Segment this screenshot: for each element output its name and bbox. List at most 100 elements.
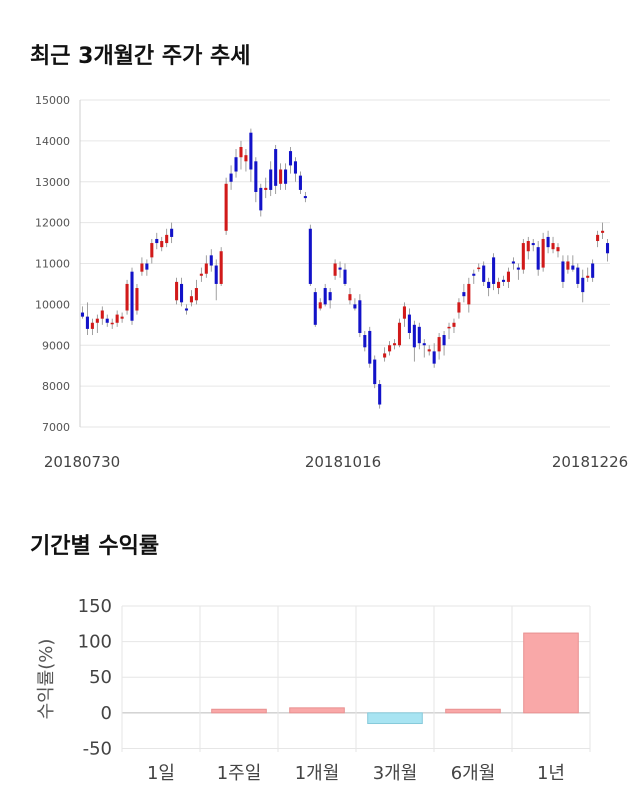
candle-body — [506, 271, 510, 282]
candle-body — [353, 304, 357, 309]
candle-body — [581, 277, 585, 293]
candle-body — [140, 263, 144, 272]
candle-body — [318, 302, 322, 309]
candle-body — [165, 234, 169, 244]
candle-body — [244, 155, 248, 162]
candle-body — [373, 359, 377, 385]
candle-body — [497, 281, 501, 289]
candle-body — [482, 265, 486, 282]
candle-body — [170, 228, 174, 237]
candle-body — [551, 243, 555, 250]
candle-body — [501, 279, 506, 282]
candle-body — [194, 288, 198, 301]
candle-y-tick-label: 11000 — [35, 258, 70, 271]
candle-body — [546, 236, 550, 248]
candle-body — [432, 351, 436, 364]
candle-body — [566, 261, 570, 270]
returns-bar — [445, 708, 501, 714]
candle-body — [521, 243, 525, 270]
candle-body — [348, 294, 352, 301]
candle-body — [412, 324, 416, 348]
candle-body — [378, 384, 382, 405]
candle-body — [492, 257, 496, 284]
candle-body — [338, 267, 342, 270]
candle-body — [269, 169, 273, 190]
candle-body — [303, 196, 307, 199]
candle-body — [115, 314, 119, 323]
candle-body — [323, 288, 327, 305]
candle-body — [407, 314, 411, 333]
price-trend-chart: 7000 8000 9000 10000 11000 12000 13000 14000 150… — [35, 94, 628, 471]
candle-body — [209, 255, 213, 266]
candle-body — [219, 251, 223, 284]
candle-body — [531, 243, 535, 246]
candle-body — [437, 337, 441, 352]
candle-body — [596, 234, 600, 242]
candle-body — [447, 326, 451, 329]
candle-body — [189, 296, 193, 303]
candle-body — [120, 316, 124, 319]
candle-body — [333, 263, 337, 276]
candle-body — [591, 263, 595, 278]
candle-y-tick-label: 8000 — [42, 380, 70, 393]
candle-x-tick-label: 20181016 — [305, 453, 381, 471]
candle-body — [576, 267, 580, 284]
candle-body — [274, 149, 278, 186]
candle-body — [105, 318, 109, 323]
candle-body — [358, 300, 362, 333]
candle-body — [556, 247, 560, 252]
candle-body — [214, 265, 218, 284]
candle-body — [100, 310, 104, 319]
candle-body — [477, 267, 481, 270]
candle-body — [392, 343, 397, 346]
returns-bar — [367, 712, 423, 725]
candle-body — [417, 326, 421, 344]
candle-body — [85, 316, 89, 329]
candle-body — [125, 283, 129, 311]
candle-body — [229, 173, 233, 182]
returns-x-tick-label: 1주일 — [217, 763, 262, 784]
candle-body — [343, 269, 347, 284]
candle-y-tick-label: 14000 — [35, 135, 70, 148]
returns-bar — [211, 708, 267, 714]
candle-body — [90, 322, 94, 329]
candle-body — [472, 273, 476, 276]
candle-body — [541, 238, 545, 268]
candle-body — [130, 271, 134, 321]
candle-body — [264, 187, 268, 190]
candle-body — [175, 281, 179, 301]
candle-body — [427, 349, 431, 352]
returns-x-tick-label: 3개월 — [373, 763, 418, 784]
candle-body — [516, 267, 520, 270]
candle-body — [259, 187, 263, 211]
candle-body — [586, 275, 590, 278]
candle-body — [160, 241, 164, 248]
candle-body — [511, 261, 515, 264]
candle-x-tick-label: 20180730 — [44, 453, 120, 471]
candle-y-tick-label: 15000 — [35, 94, 70, 107]
returns-x-tick-label: 1년 — [537, 763, 565, 784]
candle-body — [184, 308, 189, 311]
candle-body — [254, 161, 258, 192]
candle-body — [95, 318, 99, 323]
candle-body — [388, 345, 392, 352]
price-trend-title: 최근 3개월간 주가 추세 — [30, 44, 251, 69]
candle-body — [224, 183, 228, 231]
returns-y-axis-label: 수익률(%) — [36, 639, 57, 720]
candle-body — [308, 228, 312, 284]
candle-body — [180, 283, 184, 303]
candle-body — [155, 238, 159, 244]
returns-bar — [523, 632, 579, 714]
candle-body — [284, 169, 288, 184]
candle-x-tick-label: 20181226 — [552, 453, 628, 471]
returns-title: 기간별 수익률 — [30, 534, 160, 559]
candle-body — [601, 230, 605, 233]
candle-body — [80, 312, 85, 317]
candle-body — [368, 330, 372, 364]
candle-body — [462, 292, 466, 297]
candle-body — [487, 281, 491, 289]
candle-y-tick-label: 10000 — [35, 298, 70, 311]
candle-body — [150, 243, 154, 258]
returns-y-tick-label: 100 — [78, 632, 112, 653]
